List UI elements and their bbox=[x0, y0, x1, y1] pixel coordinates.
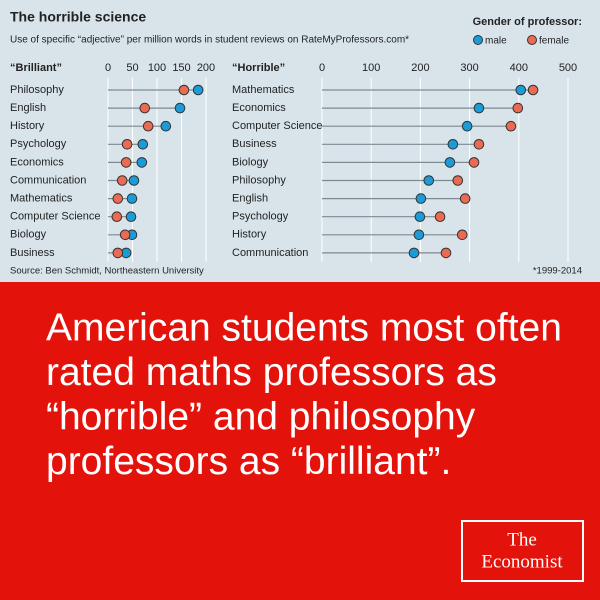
dot bbox=[444, 157, 456, 168]
dot bbox=[139, 102, 151, 114]
logo-box bbox=[461, 520, 584, 582]
dot bbox=[461, 120, 473, 132]
dot bbox=[527, 84, 539, 96]
chart-background bbox=[0, 0, 600, 282]
dot bbox=[121, 139, 133, 150]
logo-text: The bbox=[507, 529, 537, 550]
legend-label: female bbox=[539, 36, 569, 47]
x-tick-label: 0 bbox=[105, 62, 111, 74]
category-label: Psychology bbox=[10, 138, 67, 150]
dot bbox=[408, 247, 420, 259]
legend-swatch bbox=[527, 35, 537, 45]
x-tick-label: 100 bbox=[362, 62, 380, 74]
subtitle: Use of specific “adjective” per million … bbox=[10, 35, 409, 46]
category-label: Business bbox=[232, 138, 277, 150]
dot bbox=[126, 193, 138, 204]
legend-label: male bbox=[485, 36, 507, 47]
category-label: Philosophy bbox=[232, 174, 286, 186]
dot bbox=[112, 247, 124, 259]
dot bbox=[112, 193, 124, 204]
x-tick-label: 200 bbox=[411, 62, 429, 74]
category-label: History bbox=[10, 120, 45, 132]
x-tick-label: 500 bbox=[559, 62, 577, 74]
dot bbox=[440, 247, 452, 259]
dot bbox=[120, 157, 132, 168]
headline-line: professors as “brilliant”. bbox=[46, 440, 451, 483]
category-label: Psychology bbox=[232, 211, 289, 223]
dot bbox=[119, 229, 131, 241]
dot bbox=[414, 211, 426, 222]
dot bbox=[512, 102, 524, 114]
x-tick-label: 300 bbox=[460, 62, 478, 74]
category-label: Computer Science bbox=[10, 211, 101, 223]
dot bbox=[137, 139, 149, 150]
category-label: English bbox=[232, 193, 268, 205]
category-label: Business bbox=[10, 247, 55, 259]
category-label: Mathematics bbox=[10, 193, 73, 205]
category-label: English bbox=[10, 102, 46, 114]
dot bbox=[160, 120, 172, 132]
dot bbox=[456, 229, 468, 241]
panel-title: “Horrible” bbox=[232, 62, 285, 74]
x-tick-label: 50 bbox=[126, 62, 138, 74]
dot bbox=[192, 84, 204, 96]
dot bbox=[413, 229, 425, 241]
x-tick-label: 100 bbox=[148, 62, 166, 74]
dot bbox=[174, 102, 186, 114]
x-tick-label: 400 bbox=[510, 62, 528, 74]
category-label: Communication bbox=[232, 247, 308, 259]
dot bbox=[505, 120, 517, 132]
dot bbox=[136, 157, 148, 168]
panel-title: “Brilliant” bbox=[10, 62, 62, 74]
dot bbox=[178, 84, 190, 96]
legend-title: Gender of professor: bbox=[473, 16, 582, 28]
footnote: *1999-2014 bbox=[533, 266, 582, 277]
dot bbox=[459, 193, 471, 204]
dot bbox=[116, 175, 128, 186]
category-label: Computer Science bbox=[232, 120, 323, 132]
dot bbox=[128, 175, 140, 186]
title: The horrible science bbox=[10, 9, 146, 25]
dot bbox=[142, 120, 154, 132]
dot bbox=[447, 139, 459, 150]
dot bbox=[423, 175, 435, 186]
dot bbox=[473, 139, 485, 150]
headline-line: American students most often bbox=[46, 306, 562, 349]
x-tick-label: 200 bbox=[197, 62, 215, 74]
category-label: Mathematics bbox=[232, 84, 295, 96]
dot bbox=[452, 175, 464, 186]
dot bbox=[468, 157, 480, 168]
category-label: Philosophy bbox=[10, 84, 64, 96]
logo-text: Economist bbox=[481, 551, 563, 572]
dot bbox=[473, 102, 485, 114]
dot bbox=[434, 211, 446, 222]
dot bbox=[515, 84, 527, 96]
headline-line: rated maths professors as bbox=[46, 351, 497, 394]
source: Source: Ben Schmidt, Northeastern Univer… bbox=[10, 266, 204, 277]
dot bbox=[111, 211, 123, 222]
category-label: History bbox=[232, 229, 267, 241]
category-label: Communication bbox=[10, 174, 86, 186]
dot bbox=[415, 193, 427, 204]
category-label: Economics bbox=[232, 102, 286, 114]
headline-line: “horrible” and philosophy bbox=[46, 395, 476, 438]
x-tick-label: 0 bbox=[319, 62, 325, 74]
category-label: Biology bbox=[10, 229, 47, 241]
category-label: Economics bbox=[10, 156, 64, 168]
legend-swatch bbox=[473, 35, 483, 45]
x-tick-label: 150 bbox=[172, 62, 190, 74]
dot bbox=[125, 211, 137, 222]
category-label: Biology bbox=[232, 156, 269, 168]
